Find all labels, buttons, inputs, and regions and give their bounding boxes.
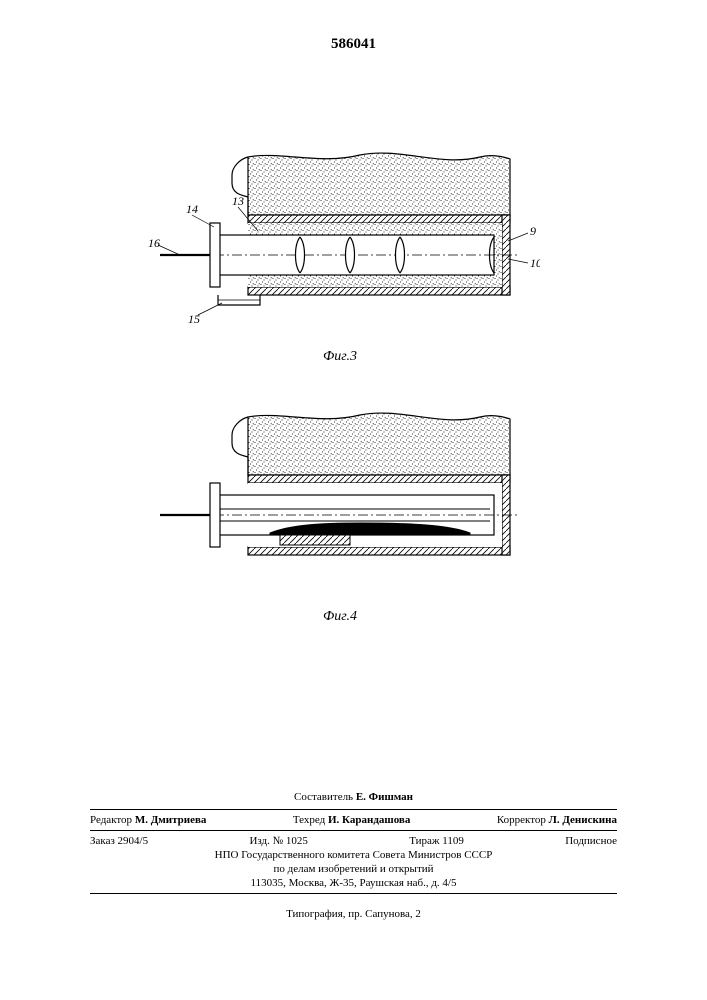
label-14: 14: [186, 202, 198, 216]
label-10: 10: [530, 256, 540, 270]
izd-number: Изд. № 1025: [249, 835, 307, 847]
org-line-3: 113035, Москва, Ж-35, Раушская наб., д. …: [90, 877, 617, 889]
org-line-2: по делам изобретений и открытий: [90, 863, 617, 875]
figure-4: Фиг.4: [140, 405, 540, 625]
editor: Редактор М. Дмитриева: [90, 814, 206, 826]
divider-3: [90, 893, 617, 894]
figure-3-svg: 14 13 16 15 9 10: [140, 145, 540, 345]
techred: Техред И. Карандашова: [293, 814, 411, 826]
compiler-label: Составитель: [294, 791, 353, 803]
podpisnoe: Подписное: [565, 835, 617, 847]
label-13: 13: [232, 194, 244, 208]
figure-3-caption: Фиг.3: [140, 349, 540, 365]
order-number: Заказ 2904/5: [90, 835, 148, 847]
org-line-1: НПО Государственного комитета Совета Мин…: [90, 849, 617, 861]
colophon: Составитель Е. Фишман Редактор М. Дмитри…: [90, 791, 617, 920]
compiler-line: Составитель Е. Фишман: [90, 791, 617, 803]
label-9: 9: [530, 224, 536, 238]
figure-3: 14 13 16 15 9 10 Фиг.3: [140, 145, 540, 365]
figure-4-svg: [140, 405, 540, 605]
label-15: 15: [188, 312, 200, 326]
patent-number: 586041: [0, 36, 707, 53]
label-16: 16: [148, 236, 160, 250]
page: 586041: [0, 0, 707, 1000]
compiler-name: Е. Фишман: [356, 791, 413, 803]
divider-2: [90, 830, 617, 831]
corrector: Корректор Л. Денискина: [497, 814, 617, 826]
tirazh: Тираж 1109: [409, 835, 464, 847]
divider-1: [90, 809, 617, 810]
pub-row: Заказ 2904/5 Изд. № 1025 Тираж 1109 Подп…: [90, 835, 617, 847]
figure-4-caption: Фиг.4: [140, 609, 540, 625]
typography-line: Типография, пр. Сапунова, 2: [90, 908, 617, 920]
roles-row: Редактор М. Дмитриева Техред И. Карандаш…: [90, 814, 617, 826]
